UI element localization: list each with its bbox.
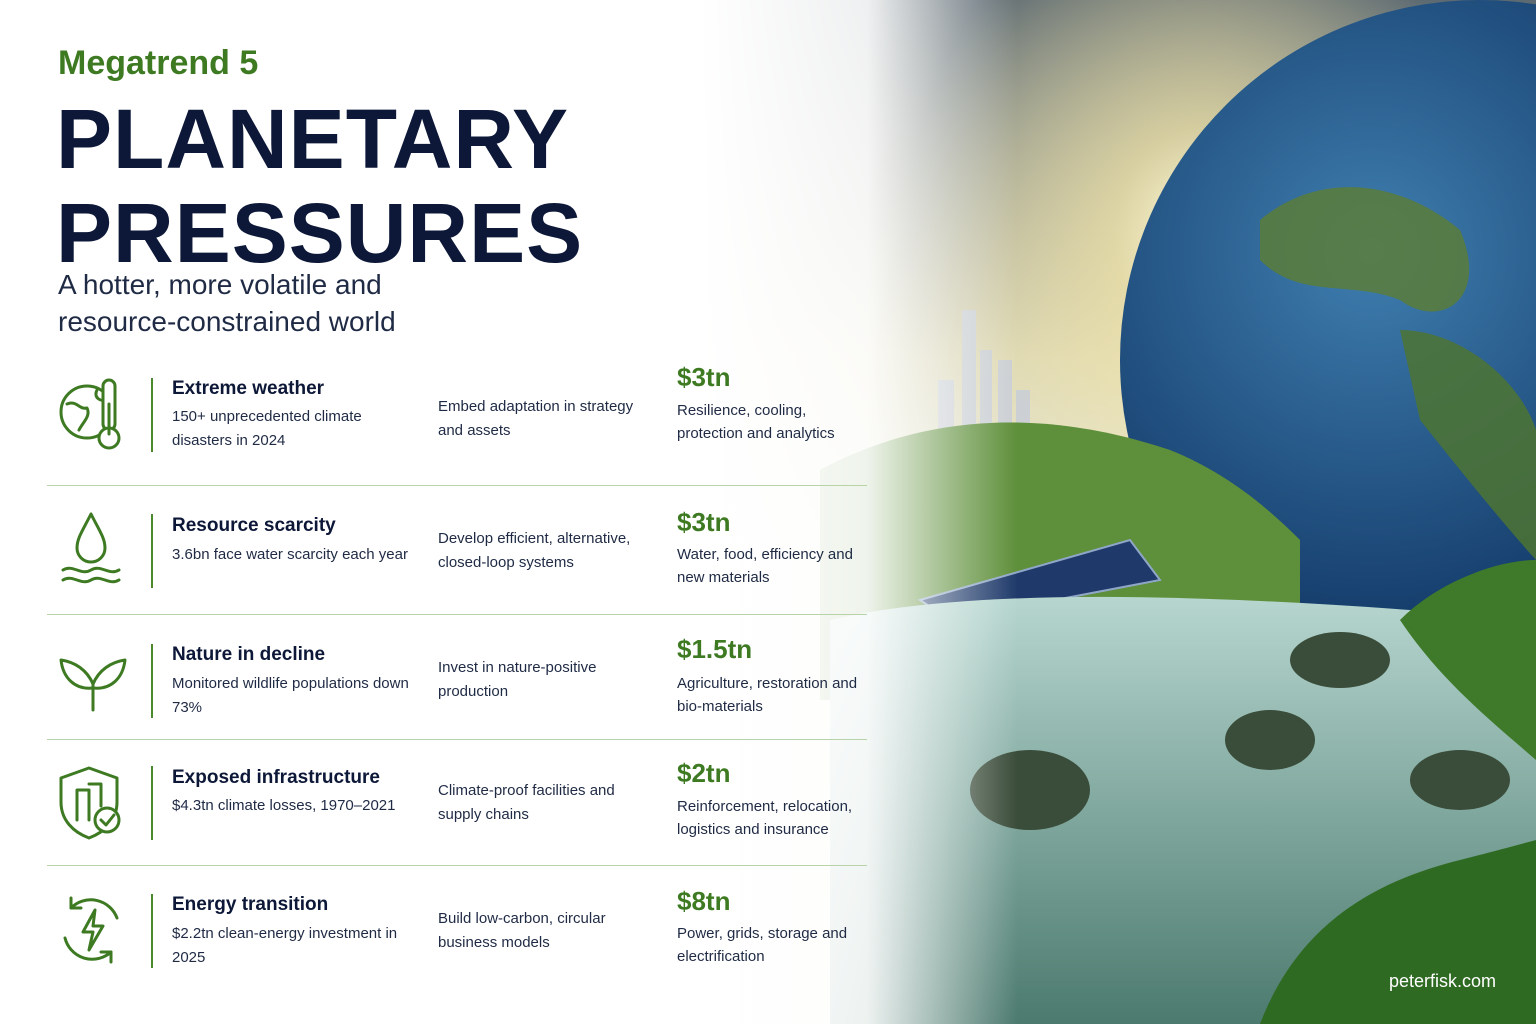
row-action: Embed adaptation in strategy and assets	[438, 398, 634, 439]
row-stat: Monitored wildlife populations down 73%	[172, 675, 409, 716]
row-value: $3tn	[677, 507, 731, 537]
row-value: $3tn	[677, 362, 731, 392]
separator	[47, 865, 867, 866]
row-stat: 150+ unprecedented climate disasters in …	[172, 408, 362, 449]
background-illustration	[700, 0, 1536, 1024]
row-action: Climate-proof facilities and supply chai…	[438, 782, 615, 823]
separator	[47, 739, 867, 740]
row-stat: 3.6bn face water scarcity each year	[172, 546, 408, 563]
row-action: Build low-carbon, circular business mode…	[438, 910, 606, 951]
row-action: Develop efficient, alternative, closed-l…	[438, 530, 631, 571]
row-title: Extreme weather	[172, 378, 325, 399]
row-value-desc: Agriculture, restoration and bio-materia…	[677, 675, 858, 715]
row-title: Nature in decline	[172, 644, 326, 665]
weather-icon	[59, 378, 121, 450]
separator	[47, 614, 867, 615]
row-value-desc: Reinforcement, relocation, logistics and…	[677, 798, 853, 838]
title: PLANETARY PRESSURES	[56, 92, 584, 280]
separator	[47, 485, 867, 486]
row-stat: $4.3tn climate losses, 1970–2021	[172, 797, 396, 814]
row-value-desc: Water, food, efficiency and new material…	[677, 546, 853, 586]
water-icon	[61, 512, 121, 584]
leaf-icon	[59, 658, 127, 712]
row-value: $1.5tn	[677, 634, 753, 664]
subtitle: A hotter, more volatile and resource-con…	[58, 269, 396, 337]
divider	[151, 514, 153, 588]
row-title: Energy transition	[172, 894, 329, 915]
divider	[151, 766, 153, 840]
divider	[151, 378, 153, 452]
row-value-desc: Resilience, cooling, protection and anal…	[677, 402, 835, 442]
row-title: Resource scarcity	[172, 515, 336, 536]
row-value: $8tn	[677, 886, 731, 916]
row-stat: $2.2tn clean-energy investment in 2025	[172, 925, 398, 966]
row-title: Exposed infrastructure	[172, 767, 380, 788]
row-action: Invest in nature-positive production	[438, 659, 597, 700]
row-value: $2tn	[677, 758, 731, 788]
infrastructure-icon	[59, 766, 121, 840]
divider	[151, 894, 153, 968]
kicker: Megatrend 5	[58, 44, 259, 82]
energy-icon	[63, 896, 119, 964]
divider	[151, 644, 153, 718]
footer-site: peterfisk.com	[1388, 971, 1496, 991]
row-value-desc: Power, grids, storage and electrificatio…	[677, 925, 848, 965]
